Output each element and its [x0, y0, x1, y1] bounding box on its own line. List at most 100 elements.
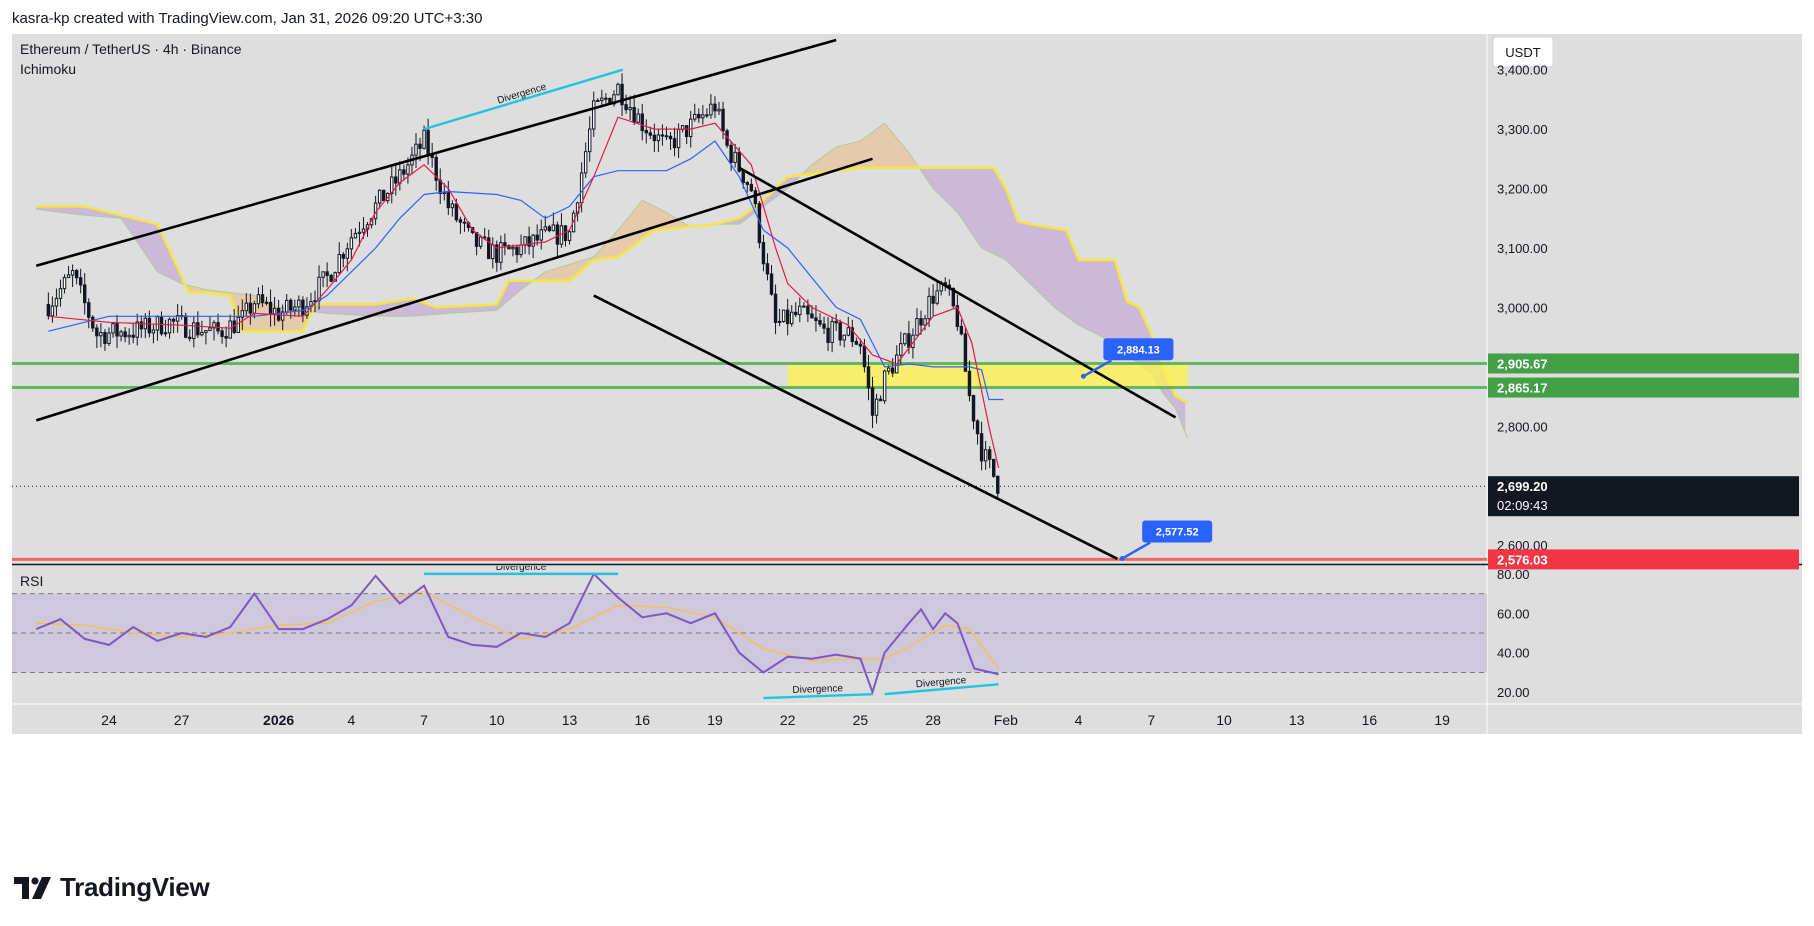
- candle-body: [394, 176, 398, 184]
- candle-body: [301, 299, 305, 316]
- plot-background: [12, 34, 1487, 704]
- trendline: [738, 166, 1177, 419]
- candle-body: [648, 132, 653, 136]
- candle-body: [814, 317, 818, 322]
- rsi-pane: Divergence Divergence Divergence: [12, 562, 1487, 700]
- candle-body: [95, 327, 99, 337]
- candle-body: [503, 242, 507, 247]
- candle-body: [983, 449, 988, 462]
- trendline: [35, 157, 873, 422]
- candle-body: [632, 107, 636, 123]
- candle-body: [822, 323, 826, 329]
- trendline: [35, 38, 837, 268]
- candle-body: [260, 294, 265, 304]
- candle-body: [830, 320, 834, 343]
- chart-frame[interactable]: Divergence 2,884.13 2,577.52 Ethereum / Tet…: [12, 34, 1802, 850]
- time-tick-label: 4: [347, 712, 355, 728]
- candle-body: [838, 322, 842, 341]
- candle-body: [446, 191, 451, 209]
- candle-body: [171, 318, 176, 322]
- candle-body: [729, 144, 733, 163]
- candle-body: [959, 325, 964, 335]
- brand: TradingView: [14, 872, 210, 903]
- candle-body: [175, 315, 180, 322]
- candle-body: [87, 302, 91, 318]
- rsi-tick-label: 80.00: [1497, 567, 1530, 582]
- candle-body: [794, 311, 798, 316]
- candle-body: [850, 327, 855, 343]
- candle-body: [765, 263, 770, 275]
- candle-body: [745, 181, 749, 185]
- price-tick-label: 3,200.00: [1497, 182, 1548, 197]
- level-axis-label: 2,865.17: [1497, 381, 1548, 396]
- candle-body: [244, 302, 249, 312]
- candle-body: [535, 234, 539, 241]
- callout-label: 2,884.13: [1117, 344, 1160, 356]
- candle-body: [870, 387, 875, 416]
- level-axis-label: 2,576.03: [1497, 552, 1548, 567]
- price-tick-label: 3,000.00: [1497, 300, 1548, 315]
- candle-body: [628, 107, 632, 111]
- candle-body: [285, 299, 289, 313]
- rsi-divergence-label: Divergence: [915, 675, 967, 690]
- tenkan-sen-line: [48, 116, 1000, 469]
- trendline: [593, 294, 1118, 561]
- candle-body: [353, 232, 358, 239]
- candle-body: [418, 143, 422, 149]
- support-zone: [787, 363, 1188, 388]
- candle-body: [184, 315, 188, 338]
- candle-body: [531, 234, 535, 247]
- attribution-text: kasra-kp created with TradingView.com, J…: [12, 10, 483, 27]
- time-tick-label: 13: [562, 712, 578, 728]
- ichimoku-cloud-segment: [690, 175, 800, 228]
- time-tick-label: 7: [1147, 712, 1155, 728]
- candle-body: [390, 176, 394, 194]
- candle-body: [159, 316, 164, 335]
- candle-body: [785, 309, 790, 325]
- candle-body: [46, 303, 51, 317]
- candle-body: [600, 97, 604, 101]
- time-tick-label: 4: [1075, 712, 1083, 728]
- candle-body: [406, 164, 410, 175]
- candle-body: [204, 330, 208, 333]
- candle-body: [54, 297, 59, 307]
- price-tick-label: 2,800.00: [1497, 419, 1548, 434]
- candle-body: [539, 229, 543, 241]
- candle-body: [713, 103, 717, 112]
- time-tick-label: 19: [1434, 712, 1450, 728]
- candle-body: [878, 398, 883, 402]
- rsi-divergence-label: Divergence: [496, 562, 547, 573]
- candle-body: [474, 232, 479, 247]
- candle-body: [721, 108, 725, 132]
- candle-body: [252, 303, 257, 314]
- candle-body: [684, 125, 689, 137]
- callout-box: [1103, 338, 1174, 361]
- rsi-tick-label: 20.00: [1497, 685, 1530, 700]
- time-tick-label: 2026: [263, 712, 294, 728]
- candle-body: [196, 322, 200, 336]
- rsi-title: RSI: [20, 573, 43, 589]
- candle-body: [450, 203, 455, 209]
- callout-pointer: [1121, 541, 1151, 560]
- candle-body: [644, 130, 648, 134]
- callout-anchor: [1080, 373, 1086, 379]
- rsi-line: [35, 572, 999, 696]
- candle-body: [790, 311, 794, 325]
- price-tick-label: 3,300.00: [1497, 122, 1548, 137]
- candle-body: [70, 270, 75, 276]
- candle-body: [478, 236, 483, 247]
- candle-body: [592, 100, 596, 130]
- candle-body: [151, 329, 156, 334]
- candle-body: [139, 321, 143, 330]
- candle-body: [753, 190, 758, 205]
- candle-body: [858, 343, 863, 347]
- candle-body: [515, 246, 519, 256]
- last-price-label: 2,699.20: [1497, 479, 1548, 494]
- candle-body: [737, 151, 741, 172]
- candle-body: [874, 398, 879, 416]
- candle-body: [438, 179, 442, 195]
- candle-body: [297, 299, 301, 308]
- candle-body: [280, 311, 285, 321]
- candle-body: [886, 367, 891, 372]
